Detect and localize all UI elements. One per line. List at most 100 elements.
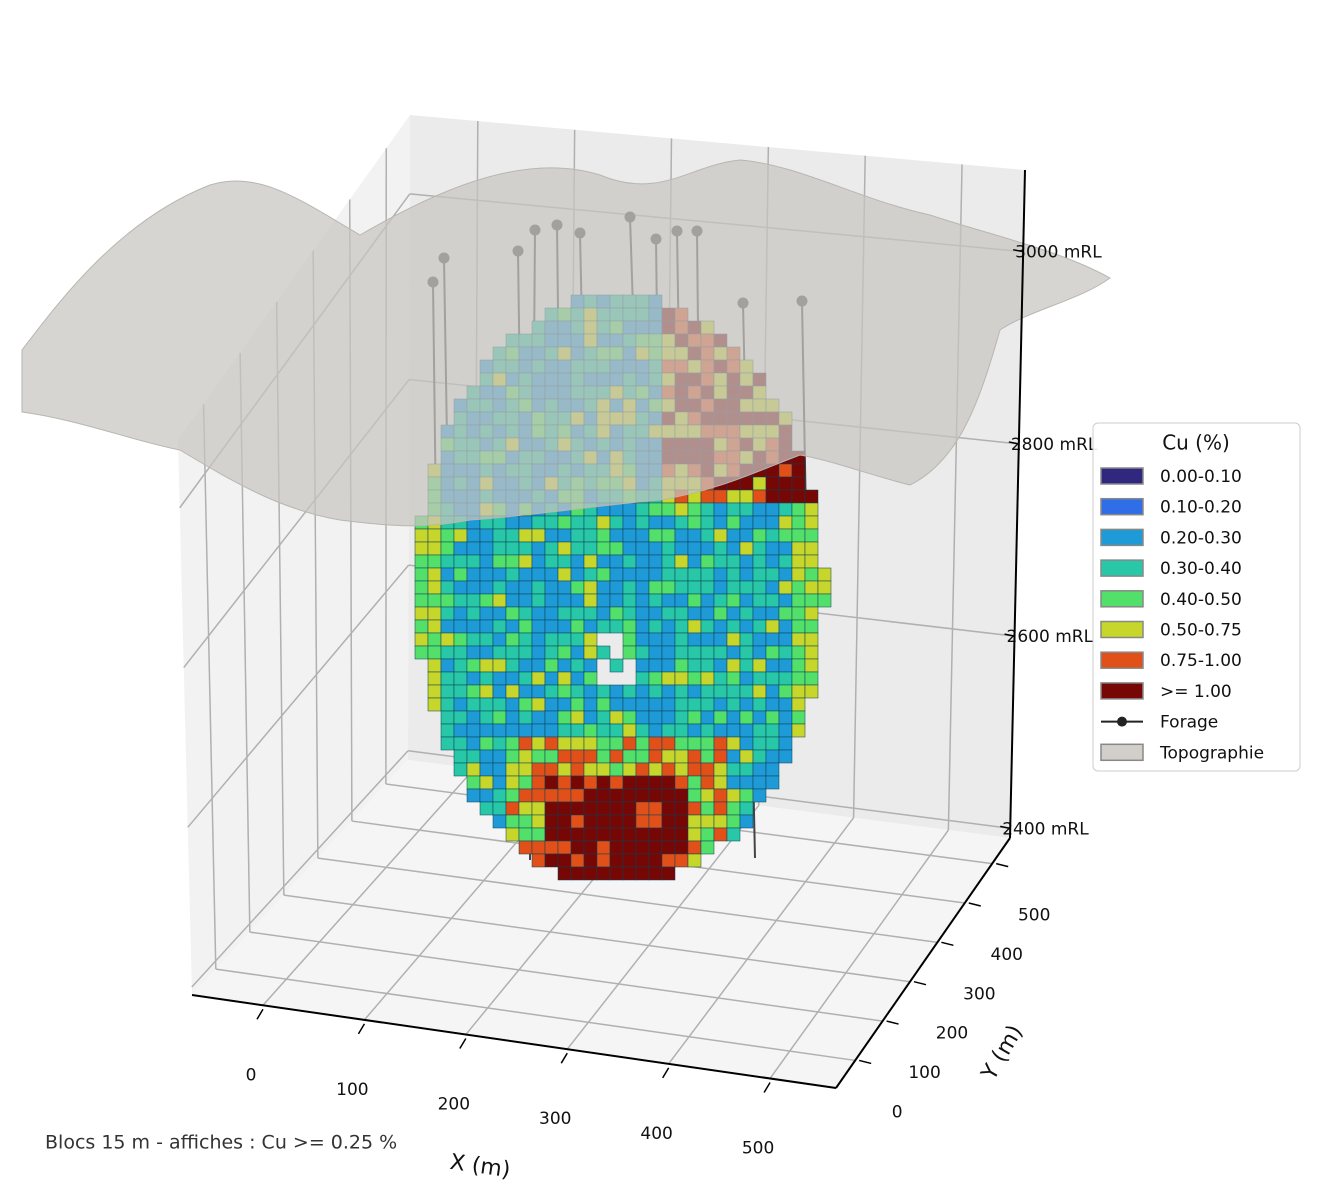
block: [688, 568, 701, 581]
block: [805, 503, 818, 516]
block: [779, 737, 792, 750]
block: [688, 802, 701, 815]
block: [532, 659, 545, 672]
block: [532, 789, 545, 802]
block: [571, 594, 584, 607]
block: [701, 841, 714, 854]
block: [727, 750, 740, 763]
block: [675, 750, 688, 763]
block: [545, 763, 558, 776]
block: [662, 802, 675, 815]
block: [571, 685, 584, 698]
block: [597, 724, 610, 737]
block: [766, 659, 779, 672]
block: [480, 737, 493, 750]
block: [688, 594, 701, 607]
block: [545, 776, 558, 789]
block: [428, 620, 441, 633]
block: [740, 516, 753, 529]
block: [688, 789, 701, 802]
block: [753, 568, 766, 581]
block: [636, 672, 649, 685]
block: [688, 581, 701, 594]
block: [727, 815, 740, 828]
block: [506, 529, 519, 542]
block: [753, 516, 766, 529]
block: [805, 633, 818, 646]
block: [610, 828, 623, 841]
block: [519, 841, 532, 854]
block: [441, 646, 454, 659]
block: [766, 750, 779, 763]
block: [545, 724, 558, 737]
block: [597, 594, 610, 607]
block: [688, 737, 701, 750]
block: [636, 828, 649, 841]
block: [779, 620, 792, 633]
block: [480, 633, 493, 646]
block: [454, 594, 467, 607]
block: [558, 763, 571, 776]
block: [532, 646, 545, 659]
block: [467, 724, 480, 737]
block: [415, 581, 428, 594]
block: [688, 776, 701, 789]
block: [636, 763, 649, 776]
block: [766, 607, 779, 620]
block: [571, 659, 584, 672]
block: [623, 698, 636, 711]
block: [571, 646, 584, 659]
block: [649, 529, 662, 542]
block: [584, 815, 597, 828]
block: [766, 633, 779, 646]
block: [545, 828, 558, 841]
block: [662, 633, 675, 646]
block: [766, 646, 779, 659]
block: [727, 529, 740, 542]
block: [740, 776, 753, 789]
x-tick-label: 0: [246, 1065, 257, 1085]
block: [727, 542, 740, 555]
block: [792, 633, 805, 646]
block: [701, 685, 714, 698]
block: [662, 555, 675, 568]
block: [415, 646, 428, 659]
block: [571, 581, 584, 594]
y-tick-label: 0: [892, 1102, 903, 1122]
block: [597, 568, 610, 581]
block: [714, 516, 727, 529]
block: [805, 620, 818, 633]
block: [649, 711, 662, 724]
block: [571, 568, 584, 581]
block: [467, 672, 480, 685]
block: [766, 581, 779, 594]
legend-swatch: [1101, 591, 1143, 607]
z-tick-label: 2600 mRL: [1007, 627, 1094, 647]
block: [480, 568, 493, 581]
y-tick-label: 500: [1018, 906, 1050, 926]
y-tick: [969, 903, 981, 906]
block: [415, 620, 428, 633]
block: [662, 711, 675, 724]
block: [584, 542, 597, 555]
block: [623, 776, 636, 789]
block: [558, 698, 571, 711]
block: [649, 503, 662, 516]
block: [493, 607, 506, 620]
block: [532, 854, 545, 867]
block: [441, 529, 454, 542]
legend-label: Topographie: [1159, 743, 1264, 763]
block: [766, 529, 779, 542]
block: [753, 750, 766, 763]
block: [506, 815, 519, 828]
block: [623, 607, 636, 620]
block: [714, 555, 727, 568]
block: [649, 685, 662, 698]
block: [532, 750, 545, 763]
block: [688, 555, 701, 568]
block: [779, 711, 792, 724]
block: [545, 542, 558, 555]
block: [766, 542, 779, 555]
block: [675, 659, 688, 672]
block: [571, 750, 584, 763]
